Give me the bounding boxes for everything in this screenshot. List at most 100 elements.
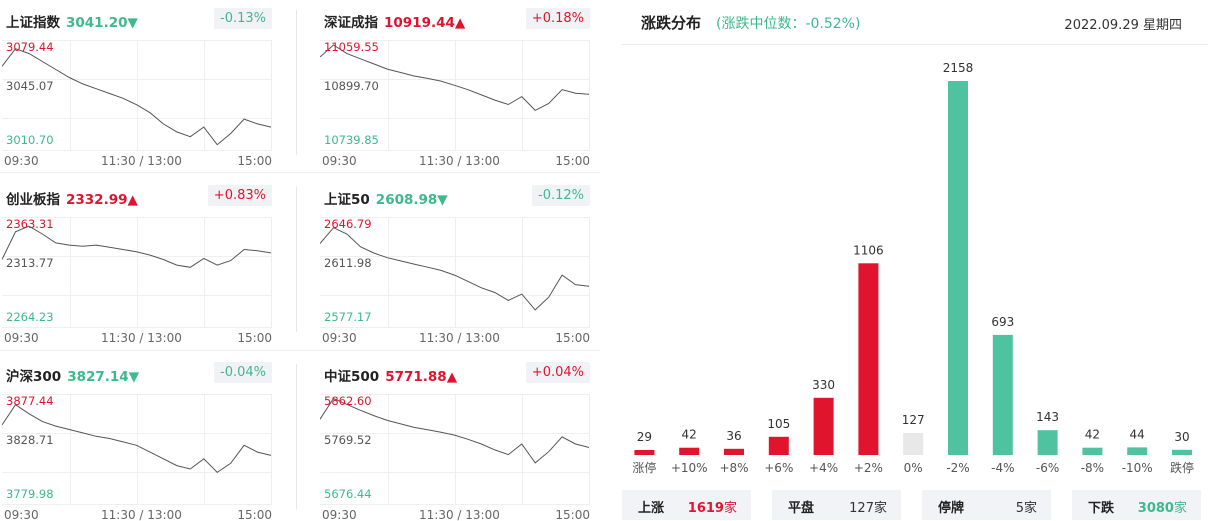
bar-value-label: 36 xyxy=(726,429,741,443)
index-change-pct: +0.04% xyxy=(525,362,590,383)
index-series-line xyxy=(2,48,272,146)
category-label: -4% xyxy=(991,461,1014,475)
x-tick-label: 09:30 xyxy=(4,508,39,521)
distribution-date: 2022.09.29 星期四 xyxy=(1064,18,1182,33)
x-tick-label: 09:30 xyxy=(4,154,39,168)
index-series-line xyxy=(320,227,590,311)
column-divider xyxy=(296,364,297,509)
row-divider xyxy=(0,172,600,173)
summary-unit: 家 xyxy=(873,501,887,516)
bar-value-label: 2158 xyxy=(943,61,974,75)
summary-unit: 家 xyxy=(1023,501,1037,516)
index-series-line xyxy=(2,225,272,268)
y-label-high: 2363.31 xyxy=(6,217,54,231)
category-label: -6% xyxy=(1036,461,1059,475)
column-divider xyxy=(296,187,297,332)
category-label: +2% xyxy=(854,461,883,475)
y-label-mid: 2313.77 xyxy=(6,256,54,270)
index-panel-shanghai[interactable]: 上证指数 3041.20▼ -0.13% 3079.44 3045.07 3010.70 0… xyxy=(2,4,272,170)
arrow-down-icon: ▼ xyxy=(128,369,140,385)
y-label-high: 5862.60 xyxy=(324,394,372,408)
x-tick-label: 09:30 xyxy=(322,331,357,345)
summary-label: 上涨 xyxy=(638,501,665,516)
x-tick-label: 15:00 xyxy=(237,508,272,521)
x-tick-label: 09:30 xyxy=(322,154,357,168)
index-series-line xyxy=(320,397,590,464)
y-label-mid: 3828.71 xyxy=(6,433,54,447)
category-label: +4% xyxy=(809,461,838,475)
index-line-chart: 2646.79 2611.98 2577.17 xyxy=(320,209,590,329)
index-series-line xyxy=(2,404,272,474)
bar-value-label: 42 xyxy=(1085,428,1100,442)
x-tick-label: 11:30 / 13:00 xyxy=(419,508,500,521)
index-name: 上证指数 xyxy=(6,15,60,31)
y-label-high: 3877.44 xyxy=(6,394,54,408)
y-label-low: 2577.17 xyxy=(324,310,372,324)
distribution-bar xyxy=(1037,430,1058,455)
y-label-low: 5676.44 xyxy=(324,487,372,501)
distribution-bar xyxy=(1172,449,1192,455)
category-label: +8% xyxy=(719,461,748,475)
index-panel-csi500[interactable]: 中证500 5771.88▲ +0.04% 5862.60 5769.52 5676.44… xyxy=(320,358,590,521)
x-tick-label: 11:30 / 13:00 xyxy=(419,154,500,168)
y-label-high: 3079.44 xyxy=(6,40,54,54)
arrow-up-icon: ▲ xyxy=(127,192,138,208)
index-name: 中证500 xyxy=(324,369,380,385)
arrow-down-icon: ▼ xyxy=(437,192,448,208)
bar-value-label: 143 xyxy=(1036,410,1059,424)
category-label: 0% xyxy=(904,461,923,475)
y-label-low: 2264.23 xyxy=(6,310,54,324)
distribution-bar xyxy=(858,263,879,455)
summary-flat: 平盘 127家 xyxy=(772,490,901,520)
summary-down: 下跌 3080家 xyxy=(1072,490,1201,520)
index-name: 深证成指 xyxy=(324,15,378,31)
x-tick-label: 15:00 xyxy=(555,154,590,168)
x-tick-label: 11:30 / 13:00 xyxy=(101,331,182,345)
bar-value-label: 30 xyxy=(1174,430,1189,444)
x-tick-label: 11:30 / 13:00 xyxy=(101,508,182,521)
bar-value-label: 44 xyxy=(1130,427,1145,441)
index-value: 3827.14 xyxy=(67,369,129,385)
arrow-up-icon: ▲ xyxy=(454,15,466,31)
summary-unit: 家 xyxy=(1173,501,1187,516)
index-panel-chinext[interactable]: 创业板指 2332.99▲ +0.83% 2363.31 2313.77 2264.23 0… xyxy=(2,181,272,347)
distribution-bar xyxy=(903,433,924,455)
distribution-bar xyxy=(948,81,968,455)
bar-value-label: 29 xyxy=(637,430,652,444)
y-label-mid: 10899.70 xyxy=(324,79,379,93)
y-label-high: 2646.79 xyxy=(324,217,372,231)
header-divider xyxy=(622,44,1208,45)
summary-label: 下跌 xyxy=(1088,501,1115,516)
summary-value: 1619 xyxy=(687,501,724,516)
summary-value: 127 xyxy=(849,501,874,516)
x-tick-label: 15:00 xyxy=(237,154,272,168)
category-label: -2% xyxy=(946,461,969,475)
category-label: 跌停 xyxy=(1170,460,1194,475)
x-tick-label: 09:30 xyxy=(4,331,39,345)
index-panel-csi300[interactable]: 沪深300 3827.14▼ -0.04% 3877.44 3828.71 3779.98… xyxy=(2,358,272,521)
index-panel-shenzhen[interactable]: 深证成指 10919.44▲ +0.18% 11059.55 10899.70 10739… xyxy=(320,4,590,170)
x-tick-label: 15:00 xyxy=(237,331,272,345)
index-line-chart: 5862.60 5769.52 5676.44 xyxy=(320,386,590,506)
summary-value: 5 xyxy=(1015,501,1024,516)
index-change-pct: +0.18% xyxy=(525,8,590,29)
distribution-bar xyxy=(1127,447,1148,455)
index-name: 上证50 xyxy=(324,192,370,208)
distribution-bar xyxy=(724,448,744,455)
index-line-chart: 11059.55 10899.70 10739.85 xyxy=(320,32,590,152)
y-label-high: 11059.55 xyxy=(324,40,379,54)
distribution-bar xyxy=(634,450,655,455)
x-tick-label: 15:00 xyxy=(555,331,590,345)
bar-value-label: 693 xyxy=(991,315,1014,329)
index-panel-sse50[interactable]: 上证50 2608.98▼ -0.12% 2646.79 2611.98 2577.17 0… xyxy=(320,181,590,347)
bar-value-label: 127 xyxy=(902,413,925,427)
arrow-down-icon: ▼ xyxy=(127,15,138,31)
x-tick-label: 09:30 xyxy=(322,508,357,521)
y-label-low: 3779.98 xyxy=(6,487,54,501)
index-line-chart: 3079.44 3045.07 3010.70 xyxy=(2,32,272,152)
distribution-bar xyxy=(1082,447,1103,455)
summary-suspended: 停牌 5家 xyxy=(922,490,1051,520)
index-change-pct: -0.13% xyxy=(214,8,272,29)
index-name: 沪深300 xyxy=(6,369,62,385)
column-divider xyxy=(296,10,297,155)
